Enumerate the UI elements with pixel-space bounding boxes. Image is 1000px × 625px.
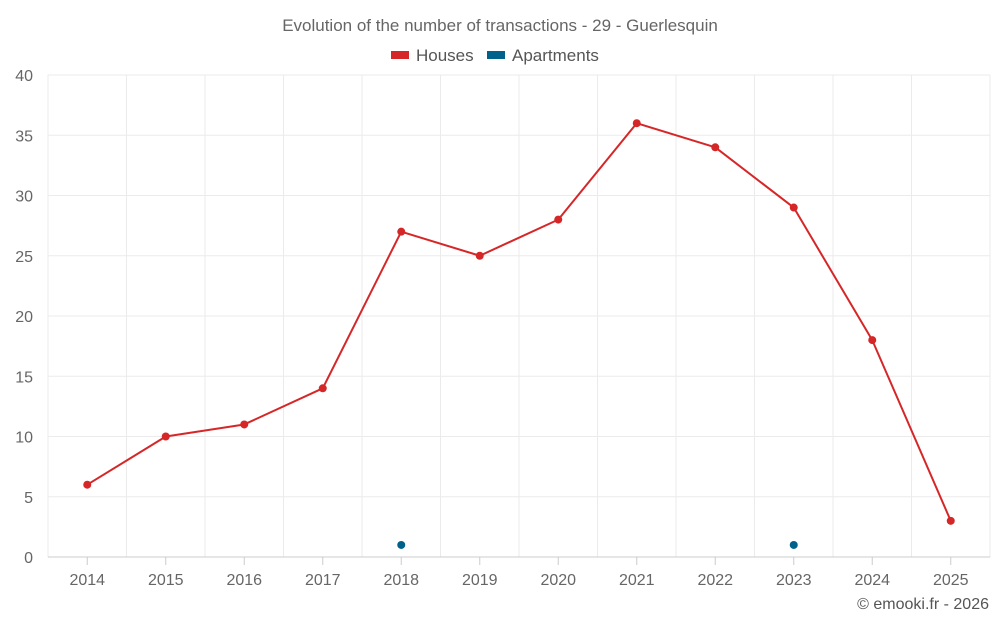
data-point-houses[interactable] [868,336,877,345]
data-point-houses[interactable] [946,516,955,525]
y-tick-label: 35 [15,128,33,145]
data-point-houses[interactable] [161,432,170,441]
chart-title: Evolution of the number of transactions … [282,16,718,35]
x-tick-label: 2017 [305,572,341,589]
series-layer [83,119,955,549]
data-point-apartments[interactable] [397,540,406,549]
data-point-houses[interactable] [632,119,641,128]
series-apartments [397,540,798,549]
data-point-apartments[interactable] [789,540,798,549]
grid [47,74,991,557]
x-tick-label: 2022 [697,572,733,589]
legend-item-houses[interactable]: Houses [391,46,474,65]
x-axis: 2014 2015 2016 2017 2018 2019 2020 2021 2022 2023… [48,556,990,589]
legend-swatch [391,51,409,59]
legend-item-apartments[interactable]: Apartments [487,46,599,65]
y-axis: 0 5 10 15 20 25 30 35 40 [15,68,33,567]
y-tick-label: 10 [15,430,33,447]
x-tick-label: 2015 [148,572,184,589]
legend: Houses Apartments [391,46,599,65]
x-tick-label: 2019 [462,572,498,589]
data-point-houses[interactable] [711,143,720,152]
credit-text: © emooki.fr - 2026 [857,596,989,613]
x-tick-label: 2021 [619,572,655,589]
data-point-houses[interactable] [83,480,92,489]
y-tick-label: 25 [15,249,33,266]
series-houses [83,119,955,525]
y-tick-label: 0 [24,550,33,567]
y-tick-label: 5 [24,490,33,507]
legend-label: Houses [416,46,474,65]
y-tick-label: 30 [15,189,33,206]
x-tick-label: 2014 [69,572,105,589]
data-point-houses[interactable] [318,384,327,393]
x-tick-label: 2023 [776,572,812,589]
data-point-houses[interactable] [240,420,249,429]
legend-swatch [487,51,505,59]
y-tick-label: 40 [15,68,33,85]
x-tick-label: 2024 [854,572,890,589]
data-point-houses[interactable] [475,251,484,260]
data-point-houses[interactable] [554,215,563,224]
y-tick-label: 15 [15,369,33,386]
data-point-houses[interactable] [789,203,798,212]
legend-label: Apartments [512,46,599,65]
x-tick-label: 2020 [540,572,576,589]
x-tick-label: 2016 [226,572,262,589]
y-tick-label: 20 [15,309,33,326]
x-tick-label: 2018 [383,572,419,589]
x-tick-label: 2025 [933,572,969,589]
data-point-houses[interactable] [397,227,406,236]
series-line-houses [86,122,952,522]
